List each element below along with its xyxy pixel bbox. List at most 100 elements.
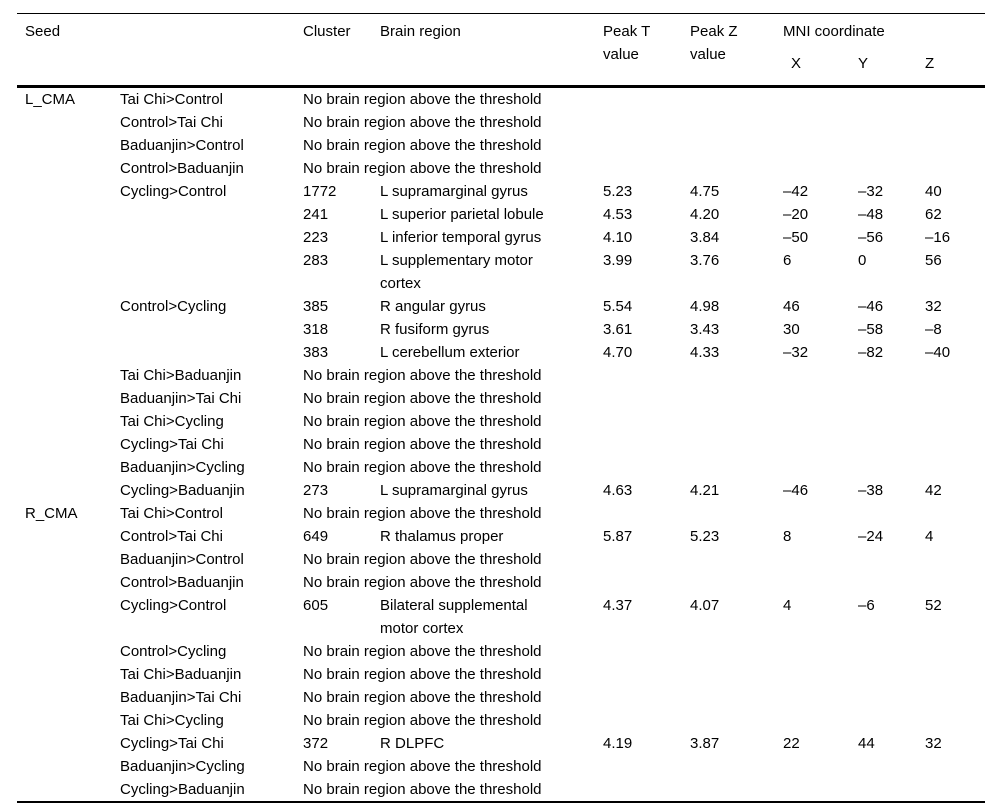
seed-cell: [17, 341, 120, 364]
mni-x-cell: 4: [783, 596, 792, 614]
seed-cell: [17, 686, 120, 709]
mni-x-cell: 22: [783, 734, 800, 752]
no-region-note: No brain region above the threshold: [303, 90, 542, 108]
mni-x-cell: 30: [783, 320, 800, 338]
peak-t-cell: 5.23: [603, 182, 633, 200]
mni-y-cell: –6: [858, 596, 875, 614]
contrast-cell: [120, 203, 303, 226]
seed-cell: [17, 318, 120, 341]
seed-cell: [17, 709, 120, 732]
col-header-seed: Seed: [25, 23, 61, 40]
seed-cell: [17, 295, 120, 318]
mni-z-cell: –40: [925, 343, 951, 361]
peak-z-cell: 3.76: [690, 251, 720, 269]
seed-cell: [17, 180, 120, 203]
table-row: Baduanjin>Tai Chi No brain region above t…: [17, 387, 985, 410]
contrast-cell: Control>Baduanjin: [120, 573, 244, 591]
brain-region-cell: L inferior temporal gyrus: [380, 228, 542, 246]
peak-t-cell: 3.99: [603, 251, 633, 269]
contrast-cell: Tai Chi>Cycling: [120, 711, 224, 729]
contrast-cell: Cycling>Tai Chi: [120, 435, 224, 453]
contrast-cell: Control>Tai Chi: [120, 113, 223, 131]
col-header-brain-region: Brain region: [380, 23, 461, 40]
contrast-cell: Tai Chi>Baduanjin: [120, 366, 242, 384]
mni-x-cell: –20: [783, 205, 809, 223]
table-row: Control>Cycling 385 R angular gyrus 5.54 4.9…: [17, 295, 985, 318]
table-row: Baduanjin>Control No brain region above t…: [17, 134, 985, 157]
mni-z-cell: 62: [925, 205, 942, 223]
no-region-note: No brain region above the threshold: [303, 688, 542, 706]
peak-t-cell: 4.19: [603, 734, 633, 752]
peak-t-cell: 4.37: [603, 596, 633, 614]
table-row: 241 L superior parietal lobule 4.53 4.20 –20…: [17, 203, 985, 226]
cluster-cell: 372: [303, 734, 329, 752]
no-region-note: No brain region above the threshold: [303, 159, 542, 177]
table-row: Tai Chi>Baduanjin No brain region above t…: [17, 364, 985, 387]
seed-cell: [17, 433, 120, 456]
seed-cell: [17, 525, 120, 548]
table-row: 318 R fusiform gyrus 3.61 3.43 30 –58 –8: [17, 318, 985, 341]
table-row: Baduanjin>Control No brain region above t…: [17, 548, 985, 571]
mni-z-cell: 56: [925, 251, 942, 269]
contrast-cell: Baduanjin>Cycling: [120, 458, 245, 476]
peak-z-cell: 3.43: [690, 320, 720, 338]
no-region-note: No brain region above the threshold: [303, 504, 542, 522]
brain-region-cell: R angular gyrus: [380, 297, 486, 315]
table-row: Control>Tai Chi 649 R thalamus proper 5.87 5…: [17, 525, 985, 548]
contrast-cell: Cycling>Control: [120, 596, 227, 614]
table-row: Cycling>Tai Chi 372 R DLPFC 4.19 3.87 22 44 32: [17, 732, 985, 755]
peak-t-cell: 5.87: [603, 527, 633, 545]
mni-x-cell: 6: [783, 251, 792, 269]
contrast-cell: Baduanjin>Tai Chi: [120, 389, 242, 407]
results-table-container: Seed Cluster Brain region Peak T value P…: [17, 13, 986, 803]
contrast-cell: Control>Cycling: [120, 297, 227, 315]
col-header-mni-y: Y: [858, 54, 869, 72]
seed-cell: [17, 387, 120, 410]
table-row: Control>Baduanjin No brain region above t…: [17, 571, 985, 594]
contrast-cell: Control>Baduanjin: [120, 159, 244, 177]
mni-x-cell: –50: [783, 228, 809, 246]
no-region-note: No brain region above the threshold: [303, 366, 542, 384]
mni-z-cell: 42: [925, 481, 942, 499]
no-region-note: No brain region above the threshold: [303, 412, 542, 430]
peak-z-cell: 4.21: [690, 481, 720, 499]
no-region-note: No brain region above the threshold: [303, 550, 542, 568]
peak-z-cell: 3.84: [690, 228, 720, 246]
mni-y-cell: –46: [858, 297, 884, 315]
seed-cell: [17, 479, 120, 502]
peak-t-cell: 4.10: [603, 228, 633, 246]
mni-y-cell: –48: [858, 205, 884, 223]
mni-y-cell: –38: [858, 481, 884, 499]
contrast-cell: Baduanjin>Control: [120, 550, 244, 568]
contrast-cell: Tai Chi>Control: [120, 90, 223, 108]
brain-region-cell: L supramarginal gyrus: [380, 182, 528, 200]
contrast-cell: [120, 318, 303, 341]
table-row: Control>Tai Chi No brain region above the…: [17, 111, 985, 134]
results-table-body: L_CMA Tai Chi>Control No brain region abov…: [17, 86, 985, 802]
mni-z-cell: 32: [925, 297, 942, 315]
table-row: Cycling>Control 605 Bilateral supplemental…: [17, 594, 985, 640]
table-row: L_CMA Tai Chi>Control No brain region abov…: [17, 86, 985, 111]
contrast-cell: Cycling>Tai Chi: [120, 734, 224, 752]
results-table: Seed Cluster Brain region Peak T value P…: [17, 13, 986, 803]
peak-z-cell: 4.33: [690, 343, 720, 361]
no-region-note: No brain region above the threshold: [303, 113, 542, 131]
seed-cell: [17, 571, 120, 594]
brain-region-cell: R fusiform gyrus: [380, 320, 490, 338]
mni-y-cell: –24: [858, 527, 884, 545]
mni-y-cell: 44: [858, 734, 875, 752]
no-region-note: No brain region above the threshold: [303, 435, 542, 453]
mni-x-cell: –46: [783, 481, 809, 499]
peak-t-cell: 4.53: [603, 205, 633, 223]
no-region-note: No brain region above the threshold: [303, 458, 542, 476]
header-row-2: X Y Z: [17, 44, 985, 87]
contrast-cell: [120, 226, 303, 249]
col-header-cluster: Cluster: [303, 23, 351, 40]
mni-y-cell: 0: [858, 251, 867, 269]
mni-z-cell: 52: [925, 596, 942, 614]
no-region-note: No brain region above the threshold: [303, 136, 542, 154]
no-region-note: No brain region above the threshold: [303, 573, 542, 591]
seed-cell: [17, 594, 120, 640]
cluster-cell: 223: [303, 228, 329, 246]
table-row: 283 L supplementary motor cortex 3.99 3.76 6…: [17, 249, 985, 295]
